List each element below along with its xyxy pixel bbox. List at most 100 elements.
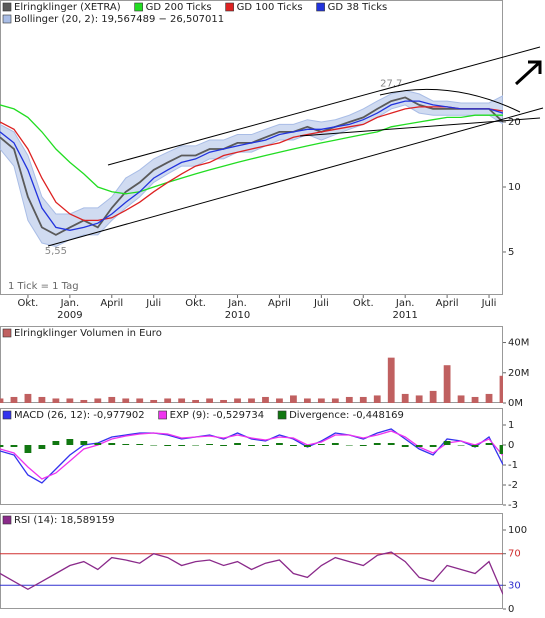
bar (303, 398, 311, 403)
bar (220, 399, 227, 403)
bar (331, 443, 339, 445)
panel-frame (0, 513, 503, 609)
bar (471, 396, 479, 403)
bar (164, 445, 172, 446)
trend-arc (379, 88, 521, 113)
bar (10, 445, 18, 447)
x-tick-label-line: 2009 (57, 310, 82, 321)
legend-swatch (316, 2, 325, 12)
series-line (0, 106, 503, 222)
plot-area (0, 357, 503, 403)
bar (178, 445, 186, 446)
x-tick-label-line: April (100, 298, 123, 309)
bar (429, 445, 437, 447)
bar (206, 398, 213, 403)
x-tick-label-line: Jan. (395, 298, 415, 309)
bar (401, 393, 409, 403)
bar (234, 398, 241, 403)
series-line (0, 104, 503, 195)
x-tick-label-line: Jan. (227, 298, 247, 309)
legend-swatch (2, 14, 12, 24)
bar (387, 443, 395, 445)
bar (471, 445, 479, 447)
legend-swatch (2, 515, 12, 525)
bar (485, 393, 493, 403)
y-tick-label: -2 (508, 480, 518, 491)
annotation: 5,55 (45, 246, 67, 257)
bar (457, 445, 465, 446)
legend-label: Bollinger (20, 2): 19,567489 − 26,507011 (14, 14, 224, 25)
legend-label: Divergence: -0,448169 (289, 410, 404, 421)
bar (359, 396, 367, 403)
bar (262, 396, 269, 403)
legend-label: GD 200 Ticks (146, 2, 212, 13)
bar (443, 365, 451, 403)
x-tick-label: Okt. (353, 298, 374, 309)
y-tick-label: 1 (508, 420, 514, 431)
bar (248, 445, 255, 446)
bar (429, 390, 437, 403)
y-tick-label: 20 (508, 117, 521, 128)
bar (499, 375, 503, 403)
bar (248, 398, 255, 403)
trend-lines (47, 46, 544, 247)
x-tick-label: April (268, 298, 291, 309)
legend-label: GD 38 Ticks (328, 2, 388, 13)
plot-area (0, 551, 503, 595)
bar (52, 398, 60, 403)
x-tick-label-line: 2010 (225, 310, 250, 321)
annotation: 27,7 (380, 78, 402, 89)
legend-swatch (2, 410, 12, 420)
bar (0, 445, 4, 447)
series-line (0, 100, 503, 231)
y-tick-label: 5 (508, 247, 514, 258)
bar (178, 398, 186, 403)
legend-label: Elringklinger (XETRA) (14, 2, 121, 13)
bar (24, 393, 32, 403)
x-tick-label-line: Okt. (185, 298, 206, 309)
bollinger-band (0, 89, 503, 248)
x-tick-label-line: Juli (145, 298, 161, 309)
bar (401, 445, 409, 447)
x-tick-label: Jan. 2009 (57, 298, 82, 321)
bar (108, 443, 116, 445)
x-tick-label-line: Jan. (60, 298, 80, 309)
bar (276, 398, 283, 403)
bar (262, 445, 269, 446)
bar (66, 398, 74, 403)
bar (122, 444, 130, 445)
bar (317, 444, 325, 445)
x-tick-label-line: Okt. (353, 298, 374, 309)
bar (0, 398, 4, 403)
bar (108, 396, 116, 403)
x-tick-label: Juli (481, 298, 497, 309)
legend-swatch (277, 410, 287, 420)
trend-line (107, 46, 541, 166)
bar (220, 445, 227, 446)
bar (359, 445, 367, 446)
x-tick-label: Jan. 2011 (392, 298, 417, 321)
bar (164, 398, 172, 403)
x-tick-label: April (100, 298, 123, 309)
bar (192, 399, 200, 403)
x-tick-label: Okt. (18, 298, 39, 309)
bar (136, 398, 144, 403)
bar (150, 445, 158, 446)
bar (317, 398, 325, 403)
panel-frame (0, 408, 503, 505)
bar (150, 399, 158, 403)
bar (192, 445, 200, 446)
bar (345, 396, 353, 403)
bar (206, 444, 213, 445)
bar (94, 398, 102, 403)
y-tick-label: 30 (508, 580, 521, 591)
legend-label: EXP (9): -0,529734 (170, 410, 264, 421)
bar (10, 396, 18, 403)
bar (415, 445, 423, 447)
bar (52, 441, 60, 445)
bar (290, 445, 297, 446)
bar (415, 395, 423, 403)
x-tick-label: Okt. (185, 298, 206, 309)
legend-swatch (2, 2, 12, 12)
trend-line (47, 107, 544, 247)
